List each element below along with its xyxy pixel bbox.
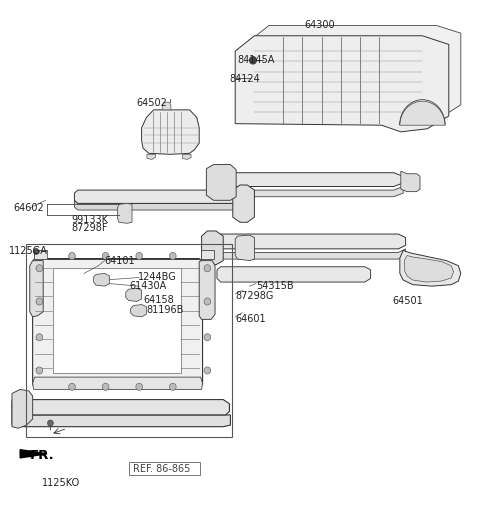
Polygon shape bbox=[216, 234, 406, 249]
Bar bbox=[129, 462, 200, 475]
Polygon shape bbox=[401, 171, 420, 192]
Circle shape bbox=[136, 252, 143, 260]
Circle shape bbox=[36, 265, 43, 272]
Bar bbox=[26, 244, 232, 437]
Circle shape bbox=[69, 252, 75, 260]
Text: 87298G: 87298G bbox=[235, 291, 274, 301]
Polygon shape bbox=[233, 185, 254, 222]
Polygon shape bbox=[182, 154, 191, 159]
Text: 99133K: 99133K bbox=[71, 215, 108, 225]
Circle shape bbox=[169, 252, 176, 260]
Circle shape bbox=[169, 383, 176, 390]
Polygon shape bbox=[199, 261, 215, 319]
Polygon shape bbox=[12, 400, 229, 415]
Polygon shape bbox=[118, 203, 132, 223]
Polygon shape bbox=[235, 36, 449, 132]
Wedge shape bbox=[400, 101, 445, 125]
Text: 1125GA: 1125GA bbox=[9, 246, 48, 257]
Circle shape bbox=[204, 367, 211, 374]
Polygon shape bbox=[147, 154, 156, 159]
Circle shape bbox=[36, 334, 43, 341]
Text: REF. 86-865: REF. 86-865 bbox=[133, 463, 191, 474]
Polygon shape bbox=[94, 273, 109, 286]
Text: 84145A: 84145A bbox=[238, 55, 275, 65]
Polygon shape bbox=[162, 102, 171, 110]
Polygon shape bbox=[216, 249, 406, 259]
Polygon shape bbox=[12, 389, 33, 428]
Circle shape bbox=[204, 334, 211, 341]
Circle shape bbox=[36, 367, 43, 374]
Text: 64300: 64300 bbox=[305, 19, 336, 30]
Text: 64501: 64501 bbox=[393, 296, 423, 307]
Bar bbox=[53, 268, 181, 373]
Text: 87298F: 87298F bbox=[71, 223, 108, 234]
Circle shape bbox=[136, 383, 143, 390]
Polygon shape bbox=[400, 250, 461, 286]
Circle shape bbox=[102, 383, 109, 390]
Polygon shape bbox=[20, 450, 47, 458]
Polygon shape bbox=[126, 288, 142, 301]
Circle shape bbox=[69, 383, 75, 390]
Polygon shape bbox=[34, 250, 214, 259]
Polygon shape bbox=[235, 235, 254, 261]
Text: 81196B: 81196B bbox=[146, 305, 184, 315]
Circle shape bbox=[33, 248, 39, 254]
Circle shape bbox=[204, 265, 211, 272]
Text: 64602: 64602 bbox=[13, 203, 44, 213]
Text: 64502: 64502 bbox=[137, 98, 168, 108]
Polygon shape bbox=[74, 200, 247, 210]
Text: 61430A: 61430A bbox=[130, 281, 167, 291]
Circle shape bbox=[102, 252, 109, 260]
Text: 64158: 64158 bbox=[143, 295, 174, 305]
Circle shape bbox=[36, 298, 43, 305]
Polygon shape bbox=[74, 190, 247, 203]
Polygon shape bbox=[202, 231, 223, 265]
Polygon shape bbox=[131, 305, 146, 317]
Polygon shape bbox=[214, 173, 403, 187]
Polygon shape bbox=[250, 26, 461, 122]
Text: 1125KO: 1125KO bbox=[42, 478, 81, 488]
Circle shape bbox=[204, 298, 211, 305]
Polygon shape bbox=[12, 400, 230, 427]
Polygon shape bbox=[214, 187, 403, 197]
Polygon shape bbox=[142, 110, 199, 154]
Text: 54315B: 54315B bbox=[256, 281, 293, 291]
Text: FR.: FR. bbox=[30, 449, 55, 462]
Text: 64601: 64601 bbox=[235, 314, 266, 324]
Text: 64101: 64101 bbox=[105, 256, 135, 266]
Polygon shape bbox=[217, 267, 371, 282]
Circle shape bbox=[250, 57, 256, 64]
Text: 84124: 84124 bbox=[229, 74, 260, 84]
Polygon shape bbox=[30, 261, 43, 317]
Circle shape bbox=[48, 420, 53, 426]
Polygon shape bbox=[206, 165, 236, 200]
Text: 1244BG: 1244BG bbox=[138, 272, 177, 283]
Polygon shape bbox=[33, 259, 203, 387]
Polygon shape bbox=[405, 256, 454, 282]
Polygon shape bbox=[33, 377, 203, 389]
